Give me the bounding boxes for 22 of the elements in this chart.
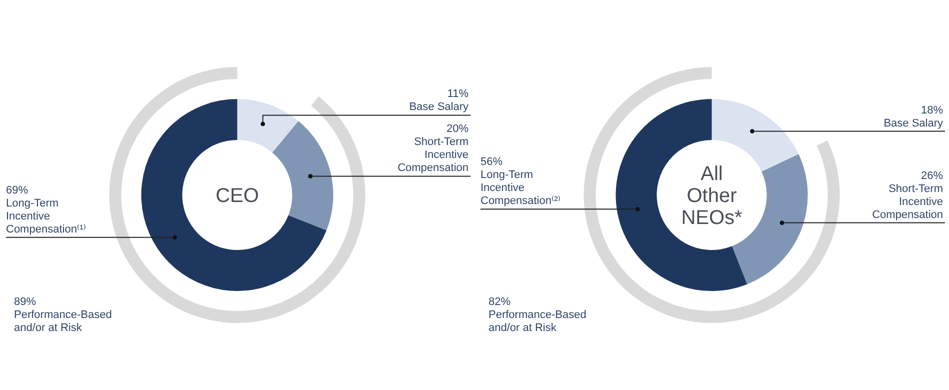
slice-label: Performance-Based and/or at Risk <box>488 309 586 334</box>
slice-label: Base Salary <box>884 117 944 130</box>
donut-slice <box>616 99 748 291</box>
text: All Other NEOs* <box>681 163 743 229</box>
slice-label: Base Salary <box>409 101 469 114</box>
data-label: 56% <box>480 156 503 168</box>
data-label: 89% <box>14 296 36 308</box>
text: CEO <box>216 185 259 207</box>
slice-label: Short-Term Incentive Compensation <box>872 182 943 221</box>
data-label: 18% <box>920 104 944 116</box>
donut-slice <box>141 99 327 291</box>
donut-slice <box>237 99 298 153</box>
data-label: 26% <box>920 170 944 182</box>
slice-label: Short-Term Incentive Compensation <box>398 136 468 174</box>
slice-label: Long-Term Incentive Compensation⁽¹⁾ <box>6 197 86 236</box>
data-label: 11% <box>447 88 469 100</box>
data-label: 69% <box>6 184 28 196</box>
donut-slice <box>272 121 334 230</box>
slice-label: Long-Term Incentive Compensation⁽²⁾ <box>480 169 561 208</box>
data-label: 20% <box>446 123 469 136</box>
data-label: 82% <box>488 296 511 308</box>
slice-label: Performance-Based and/or at Risk <box>14 309 112 334</box>
